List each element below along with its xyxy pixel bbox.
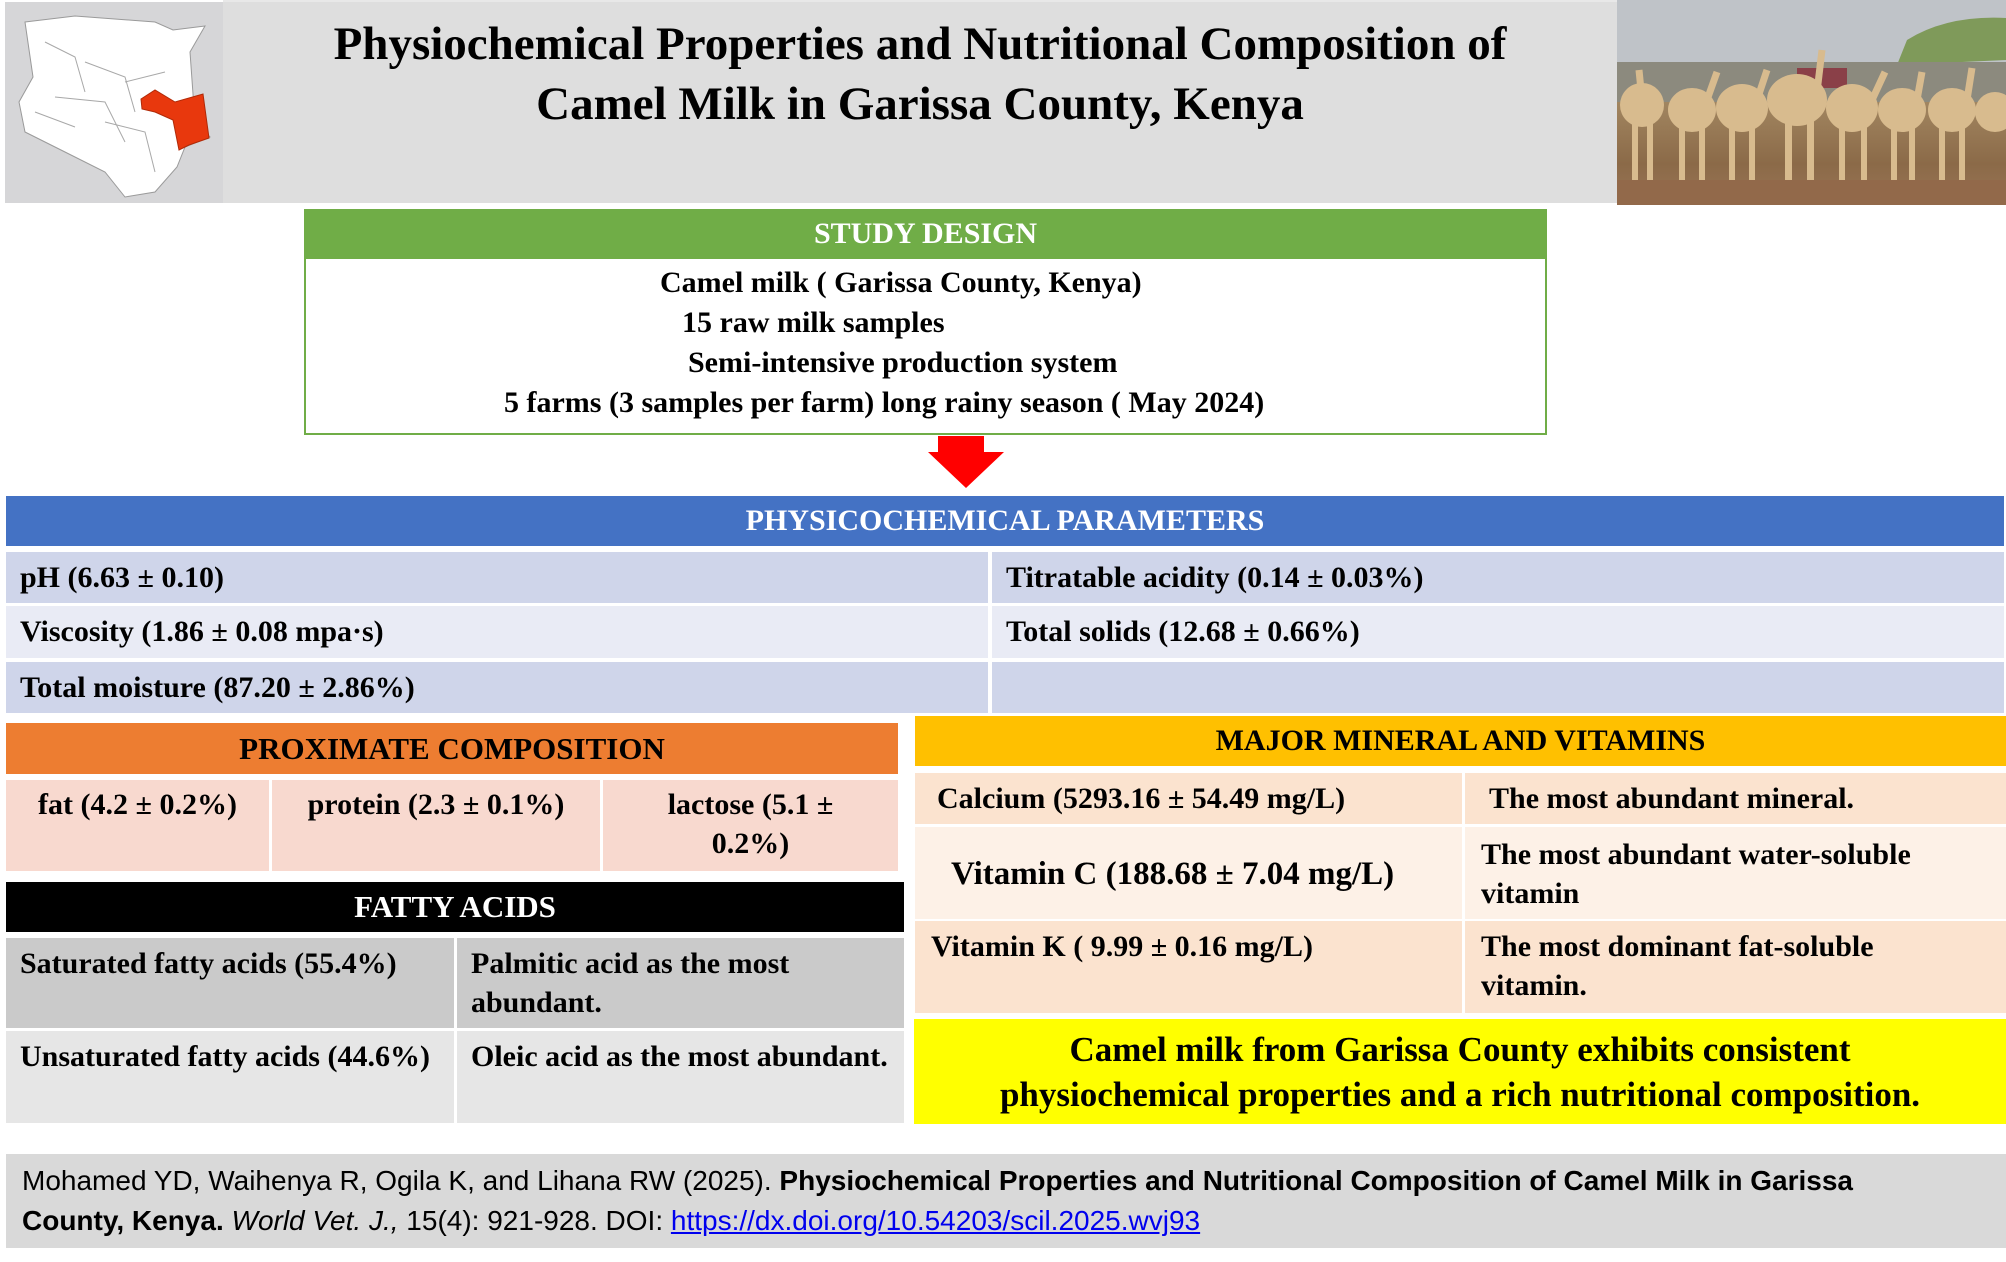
minerals-heading: MAJOR MINERAL AND VITAMINS (915, 716, 2006, 766)
study-line: Semi-intensive production system (688, 346, 1118, 379)
study-design-heading: STUDY DESIGN (304, 209, 1547, 259)
mineral-cell-vitamin-c: Vitamin C (188.68 ± 7.04 mg/L) (915, 827, 1462, 919)
study-line: 15 raw milk samples (682, 306, 945, 339)
physicochemical-heading: PHYSICOCHEMICAL PARAMETERS (6, 496, 2004, 546)
citation-title: Physiochemical Properties and Nutritiona… (779, 1165, 1853, 1196)
mineral-cell-calcium: Calcium (5293.16 ± 54.49 mg/L) (915, 773, 1462, 824)
down-arrow-icon (926, 436, 1006, 488)
mineral-cell-vitamin-k-note: The most dominant fat-soluble vitamin. (1465, 921, 2006, 1013)
study-line: Camel milk ( Garissa County, Kenya) (660, 266, 1142, 299)
phys-cell-titratable-acidity: Titratable acidity (0.14 ± 0.03%) (992, 552, 2004, 603)
phys-cell-viscosity: Viscosity (1.86 ± 0.08 mpa·s) (6, 606, 988, 658)
fatty-cell-oleic: Oleic acid as the most abundant. (457, 1031, 904, 1123)
mineral-cell-calcium-note: The most abundant mineral. (1465, 773, 2006, 824)
study-design-box: Camel milk ( Garissa County, Kenya) 15 r… (304, 259, 1547, 435)
phys-cell-ph: pH (6.63 ± 0.10) (6, 552, 988, 603)
poster-title: Physiochemical Properties and Nutritiona… (223, 0, 1617, 203)
citation-authors: Mohamed YD, Waihenya R, Ogila K, and Lih… (22, 1165, 780, 1196)
conclusion-line-1: Camel milk from Garissa County exhibits … (1069, 1030, 1851, 1069)
title-line-1: Physiochemical Properties and Nutritiona… (333, 18, 1507, 70)
citation-volume: 15(4): 921-928. DOI: (398, 1205, 671, 1236)
mineral-cell-vitamin-k: Vitamin K ( 9.99 ± 0.16 mg/L) (915, 921, 1462, 1013)
kenya-map-image (5, 2, 223, 203)
phys-cell-total-solids: Total solids (12.68 ± 0.66%) (992, 606, 2004, 658)
conclusion-line-2: physiochemical properties and a rich nut… (999, 1075, 1921, 1114)
map-icon (18, 15, 211, 198)
proximate-cell-fat: fat (4.2 ± 0.2%) (6, 780, 269, 871)
camel-photo-icon (1617, 0, 2006, 205)
phys-cell-total-moisture: Total moisture (87.20 ± 2.86%) (6, 662, 988, 713)
camel-herd-photo (1617, 0, 2006, 205)
fatty-cell-saturated: Saturated fatty acids (55.4%) (6, 938, 454, 1028)
citation-title-cont: County, Kenya. (22, 1205, 224, 1236)
doi-link[interactable]: https://dx.doi.org/10.54203/scil.2025.wv… (670, 1205, 1201, 1236)
citation-journal: World Vet. J., (231, 1205, 399, 1236)
fatty-cell-palmitic: Palmitic acid as the most abundant. (457, 938, 904, 1028)
proximate-cell-protein: protein (2.3 ± 0.1%) (272, 780, 600, 871)
fatty-acids-heading: FATTY ACIDS (6, 882, 904, 932)
citation-box: Mohamed YD, Waihenya R, Ogila K, and Lih… (6, 1154, 2006, 1248)
title-line-2: Camel Milk in Garissa County, Kenya (536, 78, 1304, 130)
conclusion-box: Camel milk from Garissa County exhibits … (914, 1019, 2006, 1124)
mineral-cell-vitamin-c-note: The most abundant water-soluble vitamin (1465, 827, 2006, 919)
proximate-heading: PROXIMATE COMPOSITION (6, 723, 898, 774)
fatty-cell-unsaturated: Unsaturated fatty acids (44.6%) (6, 1031, 454, 1123)
phys-cell-empty (992, 662, 2004, 713)
proximate-cell-lactose: lactose (5.1 ± 0.2%) (603, 780, 898, 871)
study-line: 5 farms (3 samples per farm) long rainy … (504, 386, 1265, 419)
